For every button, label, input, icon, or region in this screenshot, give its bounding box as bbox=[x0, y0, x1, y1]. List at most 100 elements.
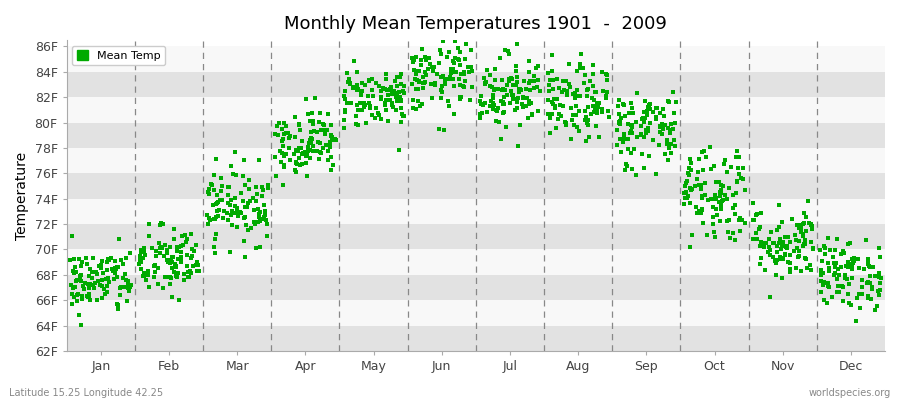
Point bbox=[571, 68, 585, 74]
Point bbox=[172, 244, 186, 250]
Point bbox=[735, 176, 750, 183]
Point bbox=[246, 194, 260, 201]
Point bbox=[508, 106, 522, 113]
Point bbox=[639, 130, 653, 136]
Point bbox=[313, 149, 328, 155]
Point bbox=[473, 93, 488, 99]
Point bbox=[79, 255, 94, 261]
Point bbox=[79, 292, 94, 299]
Point bbox=[832, 272, 847, 278]
Point bbox=[562, 61, 576, 68]
Point bbox=[343, 79, 357, 86]
Point bbox=[249, 184, 264, 190]
Point bbox=[495, 110, 509, 116]
Point bbox=[389, 90, 403, 97]
Point bbox=[300, 151, 314, 158]
Point bbox=[134, 259, 148, 266]
Point bbox=[144, 245, 158, 251]
Point bbox=[204, 182, 219, 188]
Point bbox=[729, 178, 743, 185]
Point bbox=[303, 147, 318, 154]
Point bbox=[763, 247, 778, 253]
Point bbox=[649, 171, 663, 178]
Point bbox=[290, 161, 304, 167]
Point bbox=[67, 270, 81, 276]
Point bbox=[480, 109, 494, 116]
Point bbox=[247, 206, 261, 213]
Point bbox=[495, 86, 509, 92]
Point bbox=[208, 216, 222, 222]
Point bbox=[599, 71, 614, 78]
Bar bbox=[67, 224, 885, 250]
Point bbox=[251, 206, 266, 212]
Point bbox=[586, 103, 600, 109]
Point bbox=[122, 250, 137, 256]
Point bbox=[526, 84, 541, 91]
Point bbox=[406, 57, 420, 63]
Point bbox=[97, 291, 112, 297]
Point bbox=[148, 253, 163, 260]
Point bbox=[738, 220, 752, 226]
Point bbox=[209, 156, 223, 162]
Point bbox=[770, 257, 784, 263]
Point bbox=[396, 88, 410, 94]
Point bbox=[384, 84, 399, 90]
Point bbox=[817, 280, 832, 287]
Point bbox=[554, 113, 568, 119]
Point bbox=[86, 282, 100, 288]
Point bbox=[510, 79, 525, 85]
Point bbox=[228, 149, 242, 155]
Point bbox=[233, 209, 248, 216]
Point bbox=[303, 128, 318, 135]
Point bbox=[320, 127, 334, 133]
Point bbox=[412, 103, 427, 109]
Point bbox=[790, 222, 805, 228]
Point bbox=[225, 208, 239, 214]
Point bbox=[822, 265, 836, 272]
Point bbox=[459, 41, 473, 47]
Point bbox=[836, 248, 850, 254]
Point bbox=[757, 240, 771, 246]
Point bbox=[831, 266, 845, 272]
Point bbox=[489, 106, 503, 113]
Point bbox=[165, 264, 179, 271]
Point bbox=[828, 264, 842, 270]
Point bbox=[165, 258, 179, 264]
Point bbox=[507, 96, 521, 102]
Point bbox=[522, 80, 536, 86]
Point bbox=[89, 270, 104, 277]
Point bbox=[588, 104, 602, 110]
Point bbox=[717, 192, 732, 198]
Point bbox=[452, 56, 466, 63]
Point bbox=[851, 256, 866, 262]
Point bbox=[473, 111, 488, 117]
Point bbox=[118, 284, 132, 290]
Point bbox=[73, 274, 87, 280]
Point bbox=[529, 83, 544, 90]
Point bbox=[552, 111, 566, 117]
Point bbox=[491, 104, 505, 111]
Point bbox=[770, 249, 784, 256]
Point bbox=[432, 60, 446, 66]
Point bbox=[175, 233, 189, 239]
Point bbox=[453, 49, 467, 55]
Point bbox=[592, 100, 607, 106]
Point bbox=[323, 141, 338, 147]
Point bbox=[502, 100, 517, 106]
Point bbox=[738, 186, 752, 193]
Point bbox=[847, 258, 861, 264]
Point bbox=[238, 238, 252, 245]
Point bbox=[452, 76, 466, 82]
Point bbox=[716, 160, 731, 167]
Point bbox=[325, 133, 339, 140]
Point bbox=[636, 115, 651, 122]
Point bbox=[362, 100, 376, 106]
Legend: Mean Temp: Mean Temp bbox=[72, 46, 165, 65]
Point bbox=[715, 198, 729, 204]
Point bbox=[157, 285, 171, 291]
Point bbox=[662, 99, 677, 106]
Point bbox=[397, 90, 411, 96]
Point bbox=[321, 157, 336, 164]
Point bbox=[679, 180, 693, 186]
Point bbox=[110, 300, 124, 307]
